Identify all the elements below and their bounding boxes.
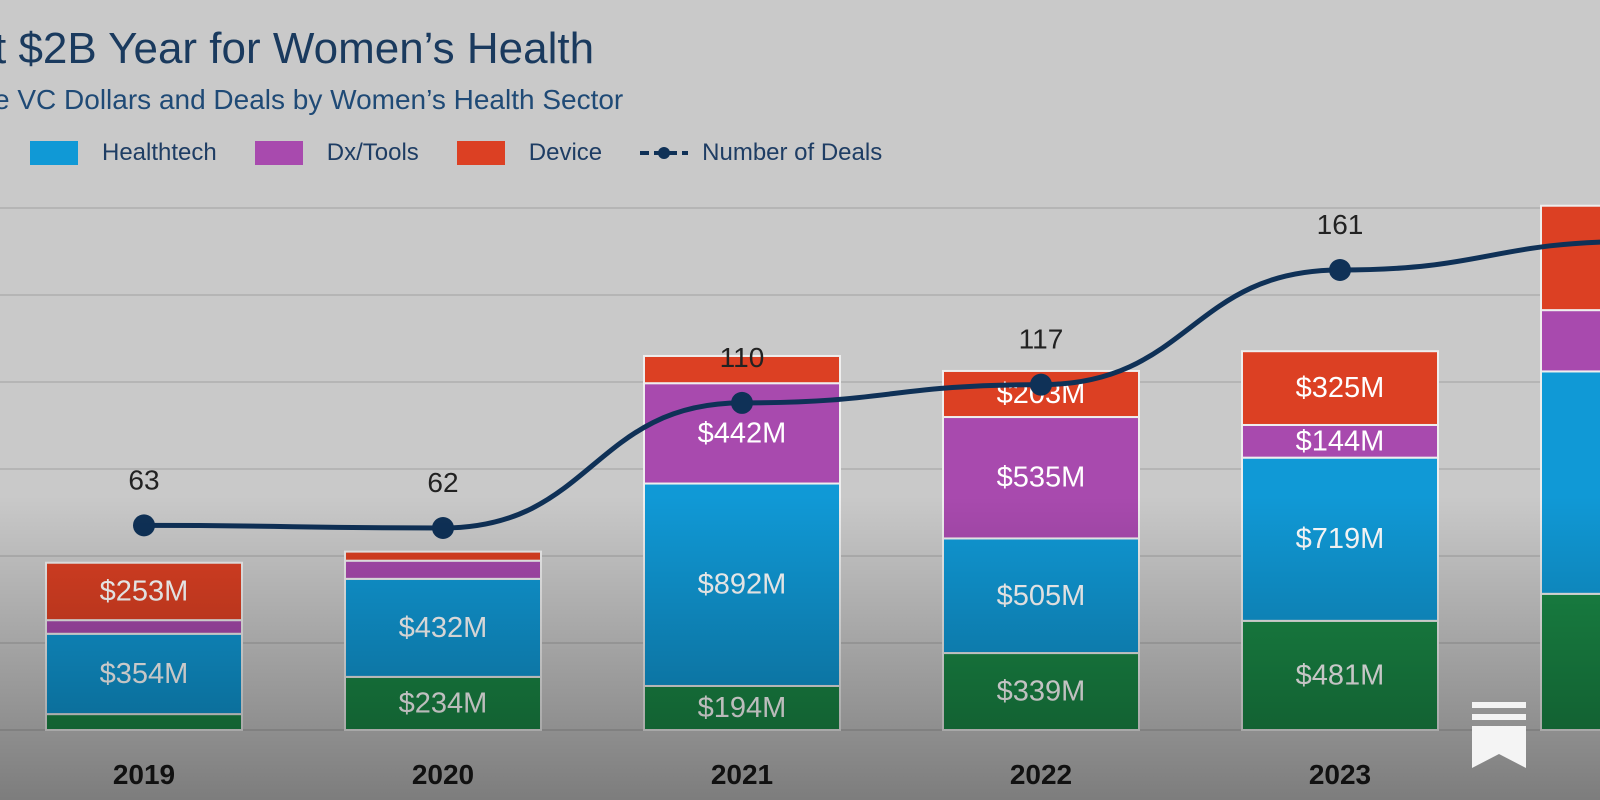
bar-segment-dx-tools-2019 [45, 619, 243, 635]
bar-segment-biopharma-2019 [45, 713, 243, 731]
bar-data-label: $442M [698, 417, 787, 449]
bar-data-label: $194M [698, 692, 787, 724]
deals-point-2023 [1329, 259, 1351, 281]
deals-point-2021 [731, 391, 753, 414]
bar-data-label: $234M [399, 687, 488, 719]
bar-data-label: $325M [1296, 372, 1385, 404]
bar-segment-healthtech-2024 [1540, 370, 1600, 595]
bar-segment-dx-tools-2020 [344, 559, 542, 580]
bar-segment-dx-tools-2024 [1540, 309, 1600, 373]
bar-segment-device-2024 [1540, 204, 1600, 312]
bookmark-button[interactable] [1470, 700, 1528, 770]
bar-data-label: $892M [698, 569, 787, 601]
bar-data-label: $432M [399, 612, 488, 644]
deals-point-2020 [432, 517, 454, 539]
bar-data-label: $481M [1296, 659, 1385, 691]
bar-data-label: $535M [997, 462, 1086, 494]
bar-data-label: $144M [1296, 425, 1385, 457]
bar-data-label: $339M [997, 676, 1086, 708]
bar-data-label: $253M [100, 575, 189, 607]
bar-stack-2020: $234M $432M [344, 550, 542, 731]
deals-data-label: 62 [427, 467, 458, 498]
deals-point-2022 [1030, 373, 1052, 396]
x-tick-label: 2022 [1010, 759, 1072, 790]
x-tick-label: 2021 [711, 759, 773, 790]
deals-point-2019 [133, 514, 155, 537]
bar-data-label: $505M [997, 580, 1086, 612]
bar-stack-2023: $481M $719M $144M $325M [1241, 350, 1439, 732]
bar-stack-2019: $354M $253M [45, 561, 243, 731]
x-tick-label: 2019 [113, 759, 175, 790]
bar-data-label: $719M [1296, 523, 1385, 555]
bookmark-icon [1472, 702, 1526, 768]
deals-data-label: 161 [1317, 209, 1364, 240]
x-tick-label: 2023 [1309, 759, 1371, 790]
bar-segment-device-2020 [344, 550, 542, 562]
deals-data-label: 110 [720, 342, 765, 373]
x-axis: 2019 2020 2021 2022 2023 [113, 759, 1371, 790]
bar-segment-biopharma-2024 [1540, 592, 1600, 732]
bar-stack-2022: $339M$505M$535M$203M [942, 369, 1140, 732]
deals-data-label: 63 [128, 464, 159, 495]
x-tick-label: 2020 [412, 759, 474, 790]
bar-stacks: $354M $253M $234M $432M $194M $892M $442M $339M… [45, 204, 1600, 732]
bar-data-label: $354M [100, 658, 189, 690]
deals-data-label: 117 [1019, 324, 1064, 355]
bar-stack-2024: $$$$ [1540, 204, 1600, 732]
